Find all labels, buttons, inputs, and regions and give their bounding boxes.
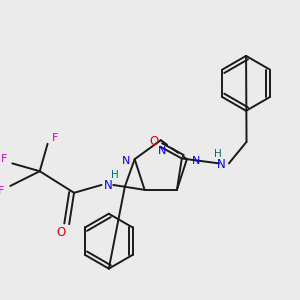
Text: F: F [52, 133, 58, 143]
Text: N: N [191, 156, 200, 166]
Text: H: H [214, 148, 222, 159]
Text: N: N [122, 156, 130, 166]
Text: N: N [104, 179, 113, 192]
Text: O: O [150, 135, 159, 148]
Text: N: N [217, 158, 225, 171]
Text: H: H [111, 170, 119, 180]
Text: F: F [0, 186, 5, 196]
Text: N: N [158, 146, 166, 156]
Text: O: O [57, 226, 66, 238]
Text: F: F [1, 154, 8, 164]
